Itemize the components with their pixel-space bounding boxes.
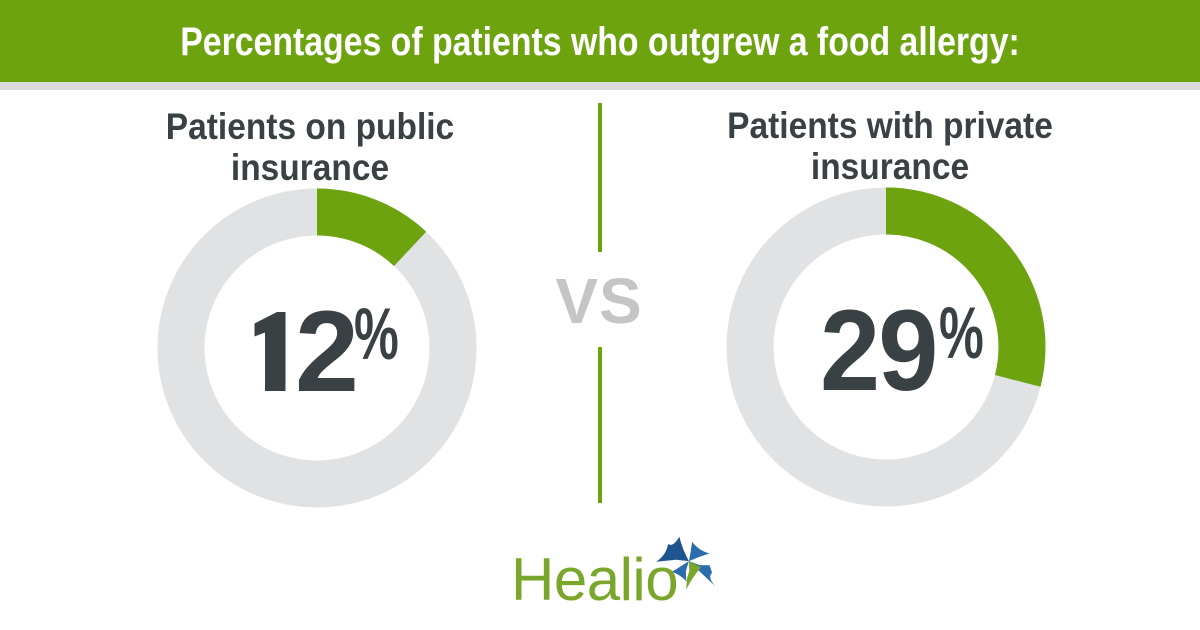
svg-text:Healio: Healio (511, 546, 678, 613)
